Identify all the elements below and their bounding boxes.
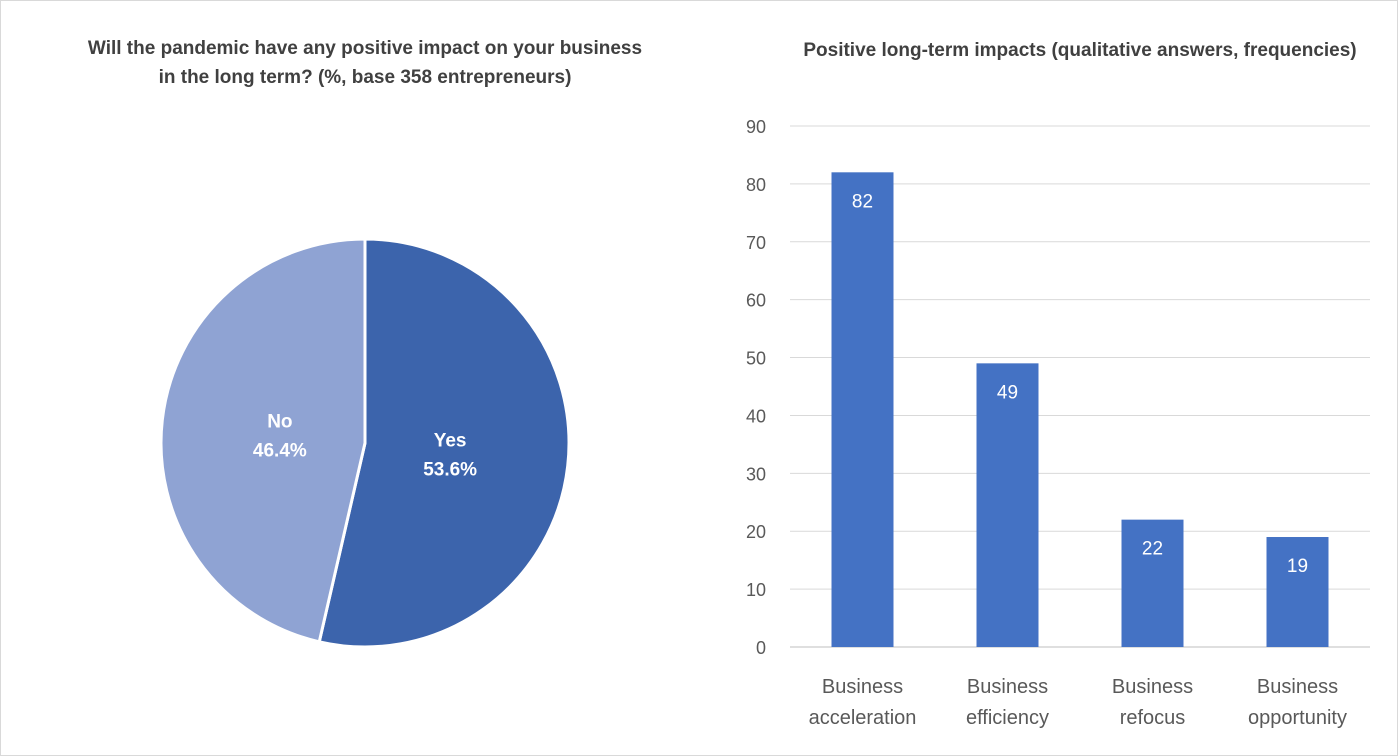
pie-label-yes: Yes	[434, 431, 467, 452]
bar	[831, 172, 894, 648]
x-tick-label: refocus	[1120, 707, 1186, 729]
y-tick-label: 30	[746, 464, 766, 484]
x-tick-label: opportunity	[1248, 707, 1347, 729]
bar-data-label: 82	[852, 191, 873, 212]
pie-chart: Yes 53.6% No 46.4%	[159, 237, 571, 649]
bar	[1266, 537, 1329, 647]
bar-data-label: 49	[997, 382, 1018, 403]
y-tick-label: 80	[746, 175, 766, 195]
y-tick-label: 20	[746, 522, 766, 542]
x-tick-label: Business	[1257, 676, 1338, 698]
y-tick-label: 10	[746, 580, 766, 600]
bar-data-label: 19	[1287, 556, 1308, 577]
y-tick-label: 60	[746, 291, 766, 311]
bar-data-label: 22	[1142, 539, 1163, 560]
pie-value-no: 46.4%	[253, 440, 307, 461]
x-tick-label: acceleration	[809, 707, 917, 729]
y-tick-label: 50	[746, 349, 766, 369]
x-tick-label: Business	[967, 676, 1048, 698]
pie-value-yes: 53.6%	[423, 460, 477, 481]
x-tick-label: Business	[1112, 676, 1193, 698]
y-tick-label: 40	[746, 406, 766, 426]
y-tick-label: 90	[746, 117, 766, 137]
y-tick-label: 0	[756, 638, 766, 658]
bar	[976, 363, 1039, 647]
bar-chart-title: Positive long-term impacts (qualitative …	[803, 40, 1357, 61]
pie-slice-yes	[317, 237, 571, 649]
pie-chart-title: Will the pandemic have any positive impa…	[87, 38, 643, 88]
bar	[1121, 519, 1184, 647]
x-tick-label: efficiency	[966, 707, 1049, 729]
x-tick-label: Business	[822, 676, 903, 698]
bar-chart: 0 10 20 30 40 50 60 70 80 90 82 Business acceleratio…	[746, 117, 1370, 729]
pie-slice-no	[159, 237, 367, 644]
y-tick-label: 70	[746, 233, 766, 253]
pie-label-no: No	[267, 411, 292, 432]
